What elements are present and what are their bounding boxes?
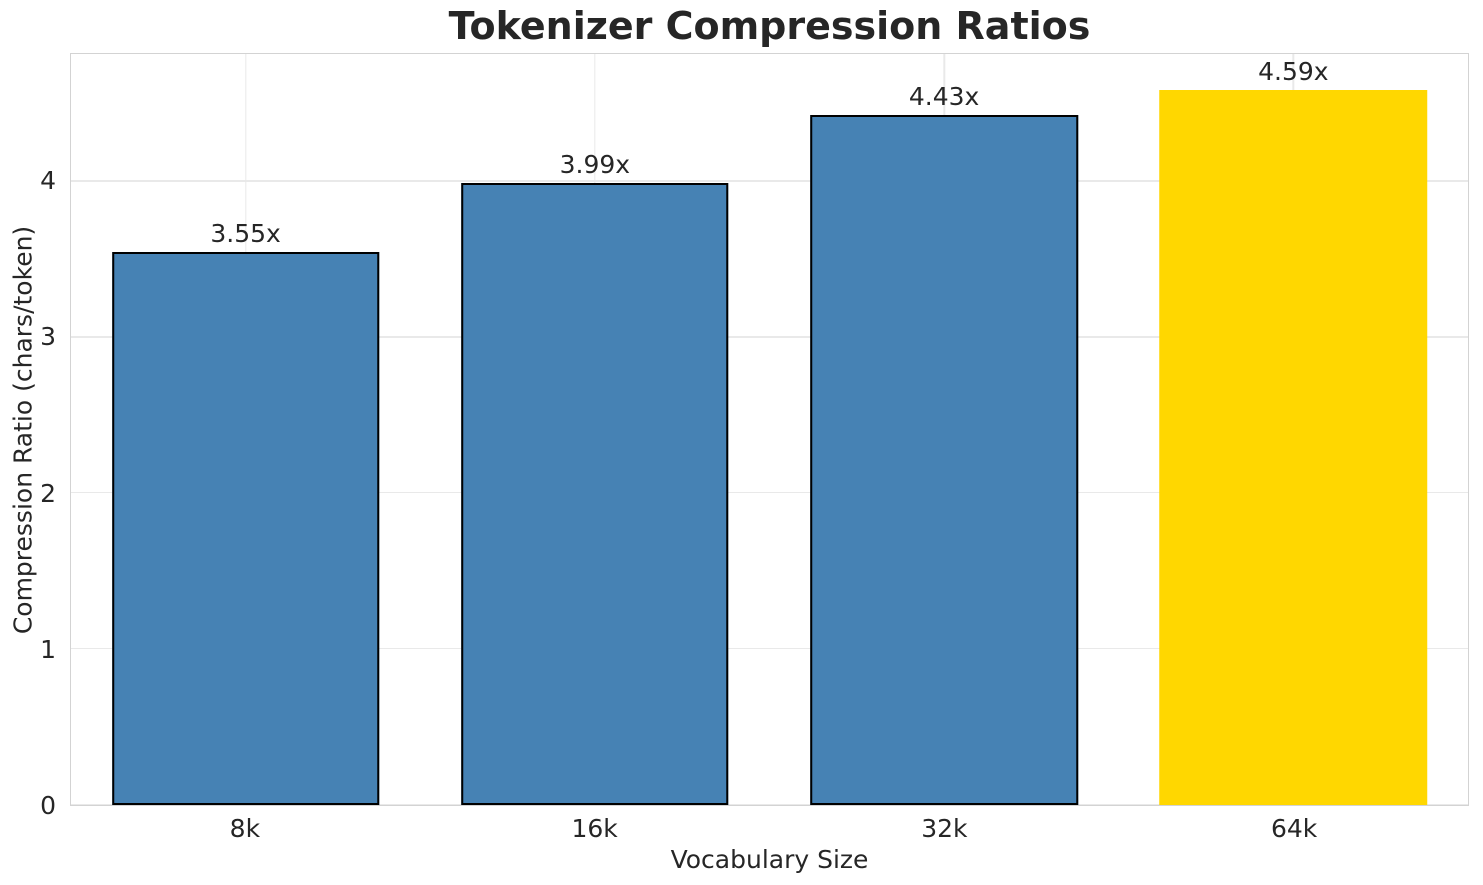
bar-64k: [1159, 89, 1428, 805]
y-tick-label: 2: [40, 478, 56, 508]
gridline-horizontal: [71, 803, 1468, 805]
y-tick-label: 0: [40, 791, 56, 820]
y-tick-label: 1: [40, 634, 56, 664]
y-tick-label: 3: [40, 322, 56, 352]
gridline-horizontal: [71, 492, 1468, 494]
chart-title: Tokenizer Compression Ratios: [448, 4, 1091, 48]
bar-32k: [810, 114, 1078, 805]
bar-value-label: 3.99x: [559, 150, 631, 180]
x-tick-label: 16k: [571, 814, 618, 843]
plot-area: 3.55x 3.99x 4.43x 4.59x: [70, 53, 1469, 806]
bar-8k: [111, 251, 380, 805]
x-tick-label: 8k: [229, 814, 261, 843]
y-tick-label: 4: [40, 166, 56, 196]
bar-value-label: 4.43x: [908, 81, 980, 111]
x-tick-label: 64k: [1270, 814, 1318, 843]
bar-value-label: 4.59x: [1258, 56, 1329, 86]
y-axis-label: Compression Ratio (chars/token): [8, 225, 38, 635]
x-axis-label: Vocabulary Size: [670, 845, 869, 874]
x-tick-label: 32k: [921, 814, 968, 843]
bar-16k: [461, 183, 729, 805]
gridline-horizontal: [71, 336, 1468, 338]
gridline-horizontal: [71, 180, 1468, 182]
gridline-horizontal: [71, 647, 1468, 650]
bar-value-label: 3.55x: [210, 218, 281, 248]
